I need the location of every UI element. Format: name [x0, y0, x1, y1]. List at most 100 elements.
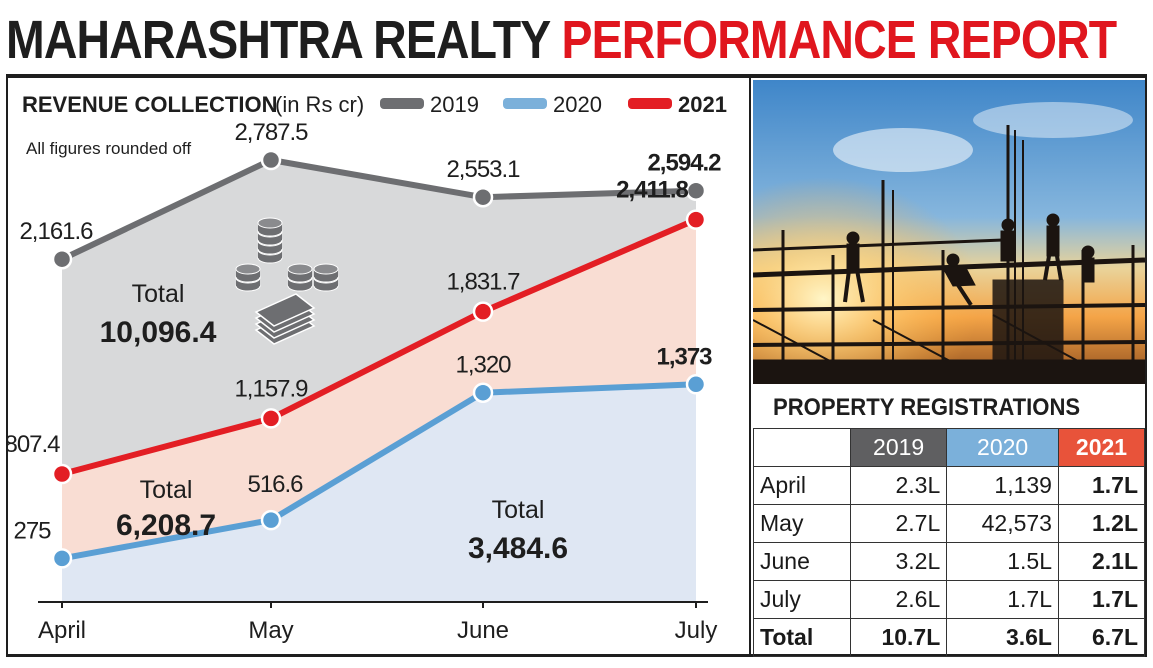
data-point-2019 — [472, 186, 494, 208]
chart-lines — [51, 149, 707, 569]
data-label-2019: 2,787.5 — [234, 119, 308, 146]
column-header-2021: 2021 — [1057, 428, 1146, 467]
row-month: July — [753, 580, 851, 619]
construction-photo — [753, 80, 1145, 384]
data-label-2021: 1,831.7 — [446, 269, 520, 296]
bottom-rule — [6, 654, 1147, 657]
registrations-title: PROPERTY REGISTRATIONS — [773, 394, 1081, 421]
data-point-2021 — [51, 463, 73, 485]
coin-top — [257, 217, 283, 229]
chart-unit: (in Rs cr) — [275, 92, 364, 117]
x-tick-label: June — [457, 617, 509, 644]
chart-title: REVENUE COLLECTION — [22, 92, 277, 117]
cell-2019: 3.2L — [849, 542, 948, 581]
coin-top — [313, 263, 339, 275]
data-point-2020 — [260, 509, 282, 531]
total-label: Total — [753, 618, 851, 657]
data-point-2019 — [685, 180, 707, 201]
total-label-2021: Total — [140, 476, 193, 504]
total-value-2020: 3,484.6 — [468, 532, 568, 565]
series-line-2021 — [61, 216, 698, 477]
total-2021: 6.7L — [1057, 618, 1146, 657]
cell-2020: 1.7L — [946, 580, 1059, 619]
column-header-2019: 2019 — [849, 428, 948, 467]
table-header-row: 2019 2020 2021 — [753, 428, 1146, 467]
total-2019: 10.7L — [849, 618, 948, 657]
cell-2021: 2.1L — [1057, 542, 1146, 581]
chart-areas — [62, 160, 696, 602]
top-rule — [6, 74, 1147, 78]
coin-top — [287, 263, 313, 275]
table-total-row: Total 10.7L 3.6L 6.7L — [753, 618, 1146, 657]
data-label-2019: 2,161.6 — [19, 218, 93, 245]
cell-2021: 1.2L — [1057, 504, 1146, 543]
headline-part1: MAHARASHTRA REALTY — [6, 10, 550, 70]
data-label-2021: 2,411.8 — [616, 177, 688, 204]
frame-left — [6, 78, 8, 656]
data-point-2020 — [51, 548, 73, 569]
data-label-2020: 1,320 — [455, 352, 511, 379]
series-line-2020 — [61, 381, 697, 562]
data-point-2020 — [472, 382, 494, 403]
frame-right — [1145, 78, 1147, 656]
chart-labels: 2,161.6 2,787.5 2,553.1 2,594.2 807.4 1,157.9… — [8, 119, 722, 565]
total-value-2019: 10,096.4 — [100, 316, 217, 349]
data-label-2020: 275 — [13, 517, 51, 544]
page-title: MAHARASHTRA REALTY PERFORMANCE REPORT — [6, 8, 1118, 72]
data-point-2020 — [685, 374, 707, 395]
cell-2020: 42,573 — [946, 504, 1059, 543]
table-row: April 2.3L 1,139 1.7L — [753, 466, 1146, 505]
legend-swatch-2020 — [503, 98, 547, 109]
table-row: May 2.7L 42,573 1.2L — [753, 504, 1146, 543]
table-corner — [753, 428, 851, 467]
series-line-2019 — [60, 157, 697, 262]
data-label-2019: 2,553.1 — [446, 156, 520, 183]
legend-label-2019: 2019 — [430, 92, 479, 117]
cell-2021: 1.7L — [1057, 580, 1146, 619]
data-point-2021 — [685, 209, 707, 230]
legend-label-2021: 2021 — [678, 92, 727, 117]
data-point-2019 — [51, 248, 73, 270]
data-point-2021 — [472, 301, 494, 322]
chart-axes: April May June July — [38, 601, 718, 644]
data-label-2021: 1,157.9 — [234, 375, 308, 402]
chart-legend: 2019 2020 2021 — [380, 92, 727, 117]
cell-2020: 1,139 — [946, 466, 1059, 505]
column-header-2020: 2020 — [946, 428, 1059, 467]
coins-icon — [235, 217, 339, 345]
area-2020 — [62, 384, 696, 602]
data-label-2020: 516.6 — [247, 471, 303, 498]
x-tick-label: April — [38, 617, 86, 644]
data-point-2019 — [260, 149, 282, 171]
x-tick-label: July — [675, 617, 718, 644]
total-2020: 3.6L — [946, 618, 1059, 657]
total-label-2020: Total — [492, 496, 545, 524]
table-row: June 3.2L 1.5L 2.1L — [753, 542, 1146, 581]
cell-2019: 2.3L — [849, 466, 948, 505]
data-label-2020: 1,373 — [656, 343, 712, 370]
banknote — [254, 293, 316, 327]
total-label-2019: Total — [132, 280, 185, 308]
frame-divider — [749, 78, 751, 656]
total-value-2021: 6,208.7 — [116, 509, 216, 542]
cell-2019: 2.6L — [849, 580, 948, 619]
chart-note: All figures rounded off — [26, 139, 191, 158]
row-month: May — [753, 504, 851, 543]
data-label-2021: 807.4 — [8, 431, 60, 458]
row-month: April — [753, 466, 851, 505]
x-tick-label: May — [248, 617, 293, 644]
revenue-chart: April May June July 2,161.62,787.52,553.1 2,… — [8, 92, 727, 644]
cell-2021: 1.7L — [1057, 466, 1146, 505]
row-month: June — [753, 542, 851, 581]
legend-swatch-2021 — [628, 98, 672, 109]
data-label-2019: 2,594.2 — [647, 150, 721, 177]
registrations-table: 2019 2020 2021 April 2.3L 1,139 1.7L May… — [753, 428, 1146, 657]
cell-2019: 2.7L — [849, 504, 948, 543]
cell-2020: 1.5L — [946, 542, 1059, 581]
legend-swatch-2019 — [380, 98, 424, 109]
table-row: July 2.6L 1.7L 1.7L — [753, 580, 1146, 619]
construction-workers-icon — [753, 80, 1145, 384]
headline-part2: PERFORMANCE REPORT — [561, 10, 1118, 70]
legend-label-2020: 2020 — [553, 92, 602, 117]
coin-top — [235, 263, 261, 275]
